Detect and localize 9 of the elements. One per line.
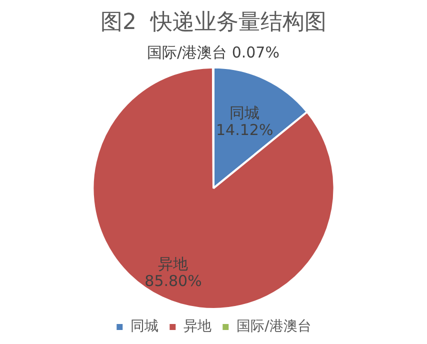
data-label: 85.80% <box>144 272 202 290</box>
slice-label: 异地 <box>158 254 188 273</box>
legend-label: 国际/港澳台 <box>236 318 312 335</box>
chart-title: 图2 快递业务量结构图 <box>100 10 326 35</box>
category-label: 国际/港澳台 0.07% <box>146 43 280 62</box>
data-label: 14.12% <box>216 121 274 140</box>
slice-label: 同城 <box>230 104 260 122</box>
legend-label: 同城 <box>130 318 159 335</box>
legend-label: 异地 <box>184 318 212 335</box>
